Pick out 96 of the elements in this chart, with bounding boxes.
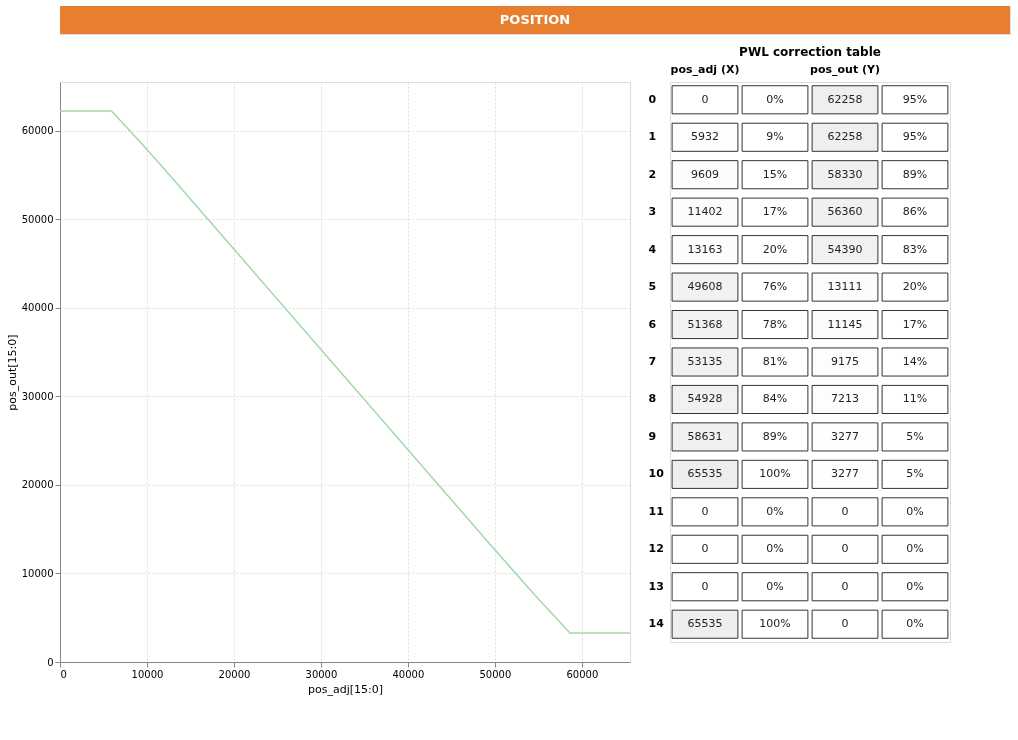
y-tick-label: 60000	[21, 125, 54, 137]
data-label: 100%	[759, 467, 791, 481]
data-label: 78%	[762, 317, 788, 331]
data-label: 0%	[766, 92, 784, 106]
y-tick-label: 7	[648, 355, 657, 368]
data-label: 14%	[902, 355, 928, 368]
y-tick-label: 0	[47, 656, 54, 668]
data-label: 62258	[827, 92, 863, 106]
data-label: 76%	[762, 280, 788, 294]
x-tick-label: 40000	[392, 668, 425, 680]
data-label: 13111	[827, 280, 863, 294]
x-tick-label: 10000	[131, 668, 164, 680]
data-label: 0%	[766, 579, 784, 593]
line-series	[59, 110, 631, 634]
y-tick-label: 30000	[21, 390, 54, 402]
y-tick-label: 6	[648, 317, 657, 331]
data-label: 84%	[762, 392, 788, 406]
data-label: 0	[841, 504, 849, 518]
chart-title: PWL correction table	[739, 45, 881, 59]
data-label: 81%	[762, 355, 788, 368]
data-label: 62258	[827, 130, 863, 144]
data-label: 0	[841, 617, 849, 631]
data-label: 89%	[902, 167, 928, 181]
data-label: 9609	[691, 167, 719, 181]
data-label: 0	[841, 542, 849, 556]
y-tick-label: 4	[648, 242, 657, 256]
data-label: 15%	[762, 167, 788, 181]
data-label: 56360	[827, 205, 863, 219]
y-tick-label: 9	[648, 429, 657, 443]
x-tick-label: 20000	[218, 668, 251, 680]
y-tick-label: 10	[648, 467, 665, 481]
data-label: 5%	[906, 467, 924, 481]
data-label: 51368	[687, 317, 723, 331]
x-tick-label: 30000	[305, 668, 338, 680]
data-label: 0%	[906, 542, 924, 556]
chart-title: POSITION	[499, 12, 571, 27]
data-label: 5932	[691, 130, 719, 144]
x-tick-label: 60000	[566, 668, 599, 680]
data-label: 0%	[906, 617, 924, 631]
data-label: 100%	[759, 617, 791, 631]
y-tick-label: 20000	[21, 479, 54, 491]
data-label: 65535	[687, 467, 723, 481]
data-label: 58631	[687, 429, 723, 443]
data-label: 0%	[766, 542, 784, 556]
data-label: 54928	[687, 392, 723, 406]
data-label: 86%	[902, 205, 928, 219]
data-label: 11402	[687, 205, 723, 219]
data-label: 20%	[762, 242, 788, 256]
data-label: 54390	[827, 242, 863, 256]
y-axis-title: pos_out[15:0]	[5, 334, 19, 411]
data-label: 0%	[906, 504, 924, 518]
data-label: 83%	[902, 242, 928, 256]
y-tick-label: 50000	[21, 213, 54, 225]
data-label: 9%	[766, 130, 784, 144]
data-label: 5%	[906, 429, 924, 443]
x-tick-label: pos_adj (X)	[670, 62, 740, 76]
data-label: 0	[701, 92, 709, 106]
y-tick-label: 40000	[21, 302, 54, 314]
data-label: 49608	[687, 280, 723, 294]
y-tick-label: 10000	[21, 568, 54, 579]
data-label: 0	[701, 542, 709, 556]
x-tick-label: pos_out (Y)	[810, 62, 880, 76]
data-label: 0	[701, 579, 709, 593]
y-tick-label: 13	[648, 579, 664, 593]
data-label: 9175	[831, 355, 859, 368]
data-label: 7213	[831, 392, 859, 406]
data-label: 11%	[902, 392, 928, 406]
y-tick-label: 3	[648, 205, 657, 219]
data-label: 20%	[902, 280, 928, 294]
data-label: 11145	[827, 317, 863, 331]
data-label: 65535	[687, 617, 723, 631]
data-label: 89%	[762, 429, 788, 443]
x-tick-label: 50000	[479, 668, 512, 680]
data-label: 95%	[902, 130, 928, 144]
y-tick-label: 14	[648, 617, 665, 631]
x-tick-label: 0	[60, 668, 67, 680]
y-tick-label: 12	[648, 542, 664, 556]
data-label: 13163	[687, 242, 723, 256]
y-tick-label: 2	[648, 167, 657, 181]
y-tick-label: 0	[648, 92, 657, 106]
data-label: 0%	[906, 579, 924, 593]
data-label: 0	[701, 504, 709, 518]
data-label: 53135	[687, 355, 723, 368]
data-label: 17%	[902, 317, 928, 331]
data-label: 0	[841, 579, 849, 593]
data-label: 0%	[766, 504, 784, 518]
x-axis-title: pos_adj[15:0]	[307, 682, 384, 696]
data-label: 3277	[831, 467, 859, 481]
y-tick-label: 11	[648, 504, 664, 518]
data-label: 17%	[762, 205, 788, 219]
data-label: 95%	[902, 92, 928, 106]
y-tick-label: 8	[648, 392, 657, 406]
y-tick-label: 5	[648, 280, 657, 294]
data-label: 3277	[831, 429, 859, 443]
y-tick-label: 1	[648, 130, 657, 144]
data-label: 58330	[827, 167, 863, 181]
